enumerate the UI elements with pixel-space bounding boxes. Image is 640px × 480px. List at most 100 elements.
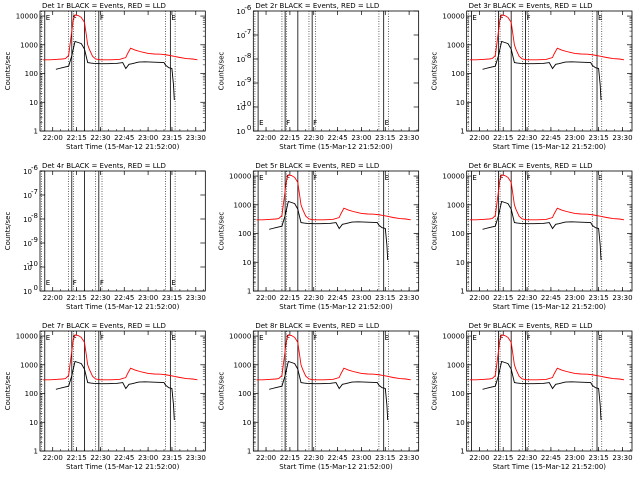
x-tick-label: 22:30 bbox=[90, 134, 110, 142]
x-tick-label: 22:15 bbox=[66, 134, 86, 142]
panel-title: Det 3r BLACK = Events, RED = LLD bbox=[469, 2, 593, 10]
y-axis-label: Counts/sec bbox=[4, 212, 12, 251]
y-tick-label: 1 bbox=[247, 288, 251, 296]
x-tick-label: 23:00 bbox=[138, 294, 158, 302]
series-events bbox=[55, 360, 175, 421]
series-events bbox=[55, 40, 175, 101]
event-marker-label: E bbox=[46, 334, 50, 342]
panel-title: Det 7r BLACK = Events, RED = LLD bbox=[42, 322, 166, 330]
y-axis-label: Counts/sec bbox=[431, 372, 439, 411]
series-lld bbox=[256, 174, 411, 221]
x-tick-label: 23:30 bbox=[612, 134, 632, 142]
plot-frame bbox=[39, 330, 206, 452]
event-marker-label: E bbox=[598, 174, 602, 182]
y-tick-label: 10 bbox=[456, 259, 465, 267]
x-axis-label: Start Time (15-Mar-12 21:52:00) bbox=[493, 143, 607, 151]
x-tick-label: 22:15 bbox=[493, 134, 513, 142]
x-tick-label: 22:00 bbox=[469, 134, 489, 142]
x-tick-label: 22:45 bbox=[114, 134, 134, 142]
x-tick-label: 23:15 bbox=[375, 454, 395, 462]
y-tick-exponent: -8 bbox=[244, 52, 251, 60]
plot-frame bbox=[39, 10, 206, 132]
series-events bbox=[482, 360, 602, 421]
plot-frame bbox=[39, 170, 206, 292]
event-marker-label: F bbox=[499, 334, 503, 342]
x-tick-label: 22:30 bbox=[304, 454, 324, 462]
panel-det-7r: Det 7r BLACK = Events, RED = LLD 22:00 22:… bbox=[4, 322, 206, 471]
y-tick-label: 10000 bbox=[16, 13, 38, 21]
x-tick-label: 23:15 bbox=[162, 294, 182, 302]
panel-det-5r: Det 5r BLACK = Events, RED = LLD 22:00 22:… bbox=[217, 162, 419, 311]
event-marker-label: E bbox=[171, 279, 175, 287]
x-tick-label: 22:30 bbox=[517, 454, 537, 462]
x-tick-label: 22:45 bbox=[327, 134, 347, 142]
x-tick-label: 22:30 bbox=[517, 134, 537, 142]
x-tick-label: 22:15 bbox=[66, 294, 86, 302]
y-tick-label: 10000 bbox=[229, 173, 251, 181]
x-tick-label: 23:30 bbox=[186, 134, 206, 142]
y-tick-label: 100 bbox=[238, 230, 251, 238]
x-tick-label: 23:30 bbox=[186, 294, 206, 302]
x-tick-label: 22:45 bbox=[541, 134, 561, 142]
y-tick-label: 1 bbox=[247, 448, 251, 456]
x-axis-label: Start Time (15-Mar-12 21:52:00) bbox=[279, 463, 393, 471]
x-tick-label: 23:15 bbox=[589, 294, 609, 302]
x-tick-label: 22:45 bbox=[114, 294, 134, 302]
x-tick-label: 22:45 bbox=[327, 294, 347, 302]
event-marker-label: E bbox=[385, 174, 389, 182]
event-marker-label: F bbox=[73, 334, 77, 342]
event-marker-label: F bbox=[286, 334, 290, 342]
x-axis-label: Start Time (15-Mar-12 21:52:00) bbox=[66, 463, 180, 471]
series-lld bbox=[256, 334, 411, 381]
plot-frame bbox=[252, 330, 420, 452]
x-tick-label: 22:00 bbox=[43, 294, 63, 302]
series-lld bbox=[469, 14, 625, 61]
y-tick-label: 10 bbox=[242, 419, 251, 427]
event-marker-label: E bbox=[171, 334, 175, 342]
x-tick-label: 22:00 bbox=[469, 454, 489, 462]
x-axis-label: Start Time (15-Mar-12 21:52:00) bbox=[493, 463, 607, 471]
panel-title: Det 2r BLACK = Events, RED = LLD bbox=[255, 2, 379, 10]
y-tick-label: 10000 bbox=[442, 173, 464, 181]
event-marker-label: F bbox=[100, 14, 104, 22]
event-marker-label: F bbox=[499, 14, 503, 22]
x-tick-label: 22:15 bbox=[280, 134, 300, 142]
y-tick-label: 10000 bbox=[442, 13, 464, 21]
y-tick-label: 10000 bbox=[229, 333, 251, 341]
event-marker-label: F bbox=[313, 174, 317, 182]
y-tick-exponent: -8 bbox=[31, 212, 38, 220]
y-tick-label: 1 bbox=[460, 448, 464, 456]
y-tick-label: 100 bbox=[451, 390, 464, 398]
plot-frame bbox=[252, 170, 420, 292]
y-tick-label: 10 bbox=[23, 288, 32, 296]
x-tick-label: 22:30 bbox=[304, 294, 324, 302]
x-tick-label: 22:00 bbox=[43, 454, 63, 462]
event-marker-label: F bbox=[526, 14, 530, 22]
event-marker-label: F bbox=[313, 334, 317, 342]
y-axis-label: Counts/sec bbox=[217, 372, 225, 411]
x-tick-label: 23:30 bbox=[399, 134, 419, 142]
x-tick-label: 22:15 bbox=[493, 454, 513, 462]
y-tick-label: 10 bbox=[23, 168, 32, 176]
y-axis-label: Counts/sec bbox=[431, 212, 439, 251]
x-tick-label: 23:15 bbox=[162, 134, 182, 142]
y-tick-label: 10 bbox=[29, 419, 38, 427]
panel-title: Det 4r BLACK = Events, RED = LLD bbox=[42, 162, 166, 170]
y-tick-exponent: -10 bbox=[27, 260, 38, 268]
event-marker-label: F bbox=[73, 279, 77, 287]
x-tick-label: 23:15 bbox=[589, 134, 609, 142]
x-axis-label: Start Time (15-Mar-12 21:52:00) bbox=[279, 303, 393, 311]
event-marker-label: E bbox=[385, 119, 389, 127]
x-tick-label: 22:45 bbox=[327, 454, 347, 462]
x-tick-label: 22:00 bbox=[43, 134, 63, 142]
event-marker-label: F bbox=[73, 14, 77, 22]
y-tick-label: 1000 bbox=[234, 361, 252, 369]
x-tick-label: 22:15 bbox=[66, 454, 86, 462]
x-tick-label: 23:00 bbox=[138, 454, 158, 462]
x-tick-label: 23:15 bbox=[162, 454, 182, 462]
y-tick-label: 1 bbox=[34, 448, 38, 456]
y-tick-label: 10 bbox=[236, 128, 245, 136]
event-marker-label: E bbox=[259, 174, 263, 182]
